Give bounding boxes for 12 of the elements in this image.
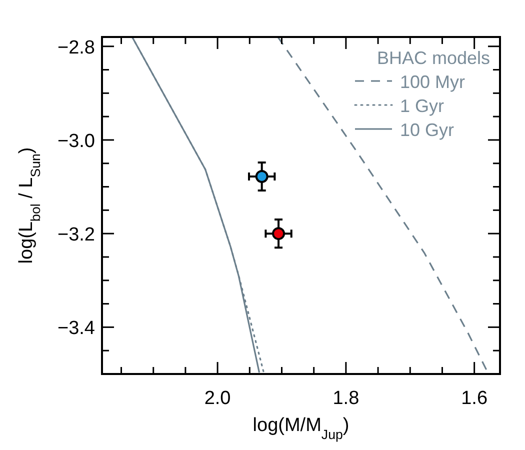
y-tick-label: −3.4 — [57, 318, 96, 340]
x-axis-title: log(M/M$_{Jup}$) — [252, 415, 350, 442]
legend-label: 10 Gyr — [400, 120, 454, 140]
x-tick-label: 1.6 — [461, 388, 488, 409]
legend-title: BHAC models — [376, 48, 490, 68]
x-tick-label: 1.8 — [332, 388, 360, 409]
legend-label: 1 Gyr — [400, 96, 444, 116]
y-tick-label: −2.8 — [57, 37, 95, 58]
y-tick-label: −3.0 — [57, 130, 95, 152]
legend-label: 100 Myr — [400, 72, 466, 92]
x-tick-label: 2.0 — [204, 388, 231, 409]
y-tick-label: −3.2 — [57, 224, 95, 246]
